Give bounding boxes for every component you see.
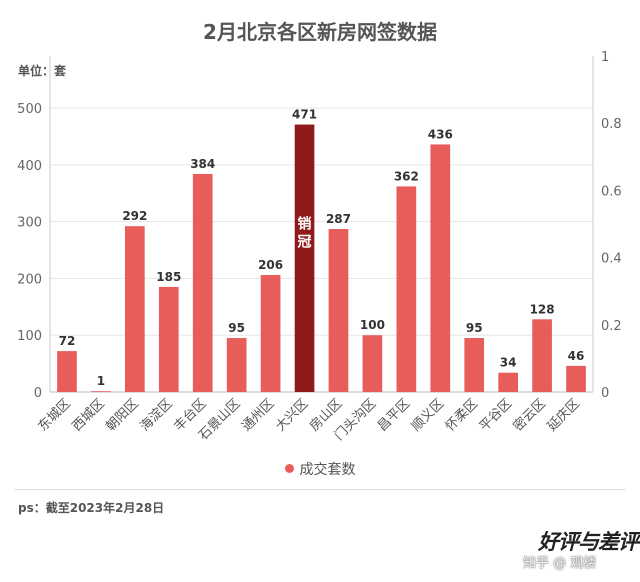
- legend-dot-icon: [284, 464, 294, 473]
- x-tick-label: 密云区: [510, 396, 549, 435]
- y2-tick-label: 1: [601, 50, 609, 65]
- bar: [566, 365, 586, 392]
- x-tick-label: 朝阳区: [103, 396, 141, 434]
- x-tick-label: 大兴区: [273, 396, 311, 434]
- x-axis-ticks: 东城区西城区朝阳区海淀区丰台区石景山区通州区大兴区房山区门头沟区昌平区顺义区怀柔…: [36, 396, 583, 444]
- data-label: 100: [360, 318, 385, 332]
- data-label: 185: [156, 270, 181, 284]
- x-tick-label: 西城区: [70, 396, 108, 434]
- y-tick-label: 300: [17, 216, 42, 231]
- footer-divider: [14, 489, 626, 490]
- data-label: 34: [500, 356, 517, 370]
- y2-tick-label: 0.2: [601, 319, 622, 334]
- y-tick-label: 500: [17, 102, 42, 117]
- legend: 成交套数: [0, 459, 640, 479]
- legend-label: 成交套数: [299, 462, 356, 478]
- bar: [294, 124, 315, 393]
- data-label: 287: [326, 212, 351, 226]
- data-label: 72: [59, 334, 76, 348]
- bar: [91, 391, 111, 392]
- watermark: 知乎 @ 观楼: [523, 556, 597, 571]
- bar: [158, 286, 179, 392]
- y-tick-label: 400: [17, 159, 42, 174]
- x-tick-label: 海淀区: [137, 396, 175, 434]
- data-label: 384: [190, 157, 215, 171]
- bar-chart: 0 100 200 300 400 500 0 0.2 0.4 0.6 0.8 1 72 1 292 18…: [17, 50, 622, 444]
- bar: [464, 338, 485, 392]
- bar: [532, 319, 552, 392]
- bar: [396, 186, 417, 392]
- bar: [226, 338, 247, 392]
- footnote: ps：截至2023年2月28日: [18, 501, 165, 515]
- y-tick-label: 100: [17, 329, 42, 344]
- data-label: 128: [530, 302, 555, 316]
- chart-title: 2月北京各区新房网签数据: [203, 20, 437, 44]
- bar: [192, 173, 213, 392]
- highlight-label: 冠: [298, 235, 312, 251]
- data-label: 206: [258, 258, 283, 272]
- y-tick-label: 0: [34, 386, 42, 401]
- x-tick-label: 怀柔区: [443, 396, 481, 434]
- bar: [362, 335, 383, 392]
- y2-axis-ticks: 0 0.2 0.4 0.6 0.8 1: [601, 50, 622, 401]
- x-tick-label: 通州区: [239, 396, 277, 434]
- unit-label: 单位：套: [18, 64, 67, 78]
- bars: [57, 124, 586, 393]
- data-label: 471: [292, 108, 317, 122]
- data-label: 95: [228, 321, 245, 335]
- bar: [260, 275, 281, 392]
- x-tick-label: 延庆区: [545, 396, 583, 434]
- bar: [328, 229, 349, 392]
- y2-tick-label: 0: [601, 386, 609, 401]
- x-tick-label: 顺义区: [409, 396, 447, 434]
- y-tick-label: 200: [17, 272, 42, 287]
- highlight-label: 销: [298, 216, 312, 233]
- data-label: 362: [394, 169, 419, 183]
- bar: [57, 351, 77, 392]
- bar: [498, 372, 518, 392]
- data-labels: 72 1 292 185 384 95 206 471 销冠 287 100 362 436 95 34 12…: [59, 108, 585, 389]
- x-tick-label: 东城区: [36, 396, 74, 434]
- data-label: 292: [122, 209, 147, 223]
- x-tick-label: 昌平区: [375, 396, 413, 434]
- bar: [430, 144, 451, 392]
- data-label: 1: [97, 374, 105, 388]
- y2-tick-label: 0.4: [601, 252, 622, 267]
- y-axis-ticks: 0 100 200 300 400 500: [17, 102, 42, 401]
- data-label: 46: [568, 349, 585, 363]
- y2-tick-label: 0.6: [601, 184, 622, 199]
- brand-logo: 好评与差评: [538, 529, 639, 554]
- data-label: 95: [466, 321, 483, 335]
- x-tick-label: 平谷区: [477, 396, 515, 434]
- y2-tick-label: 0.8: [601, 117, 622, 132]
- bar: [125, 226, 145, 392]
- data-label: 436: [428, 127, 453, 141]
